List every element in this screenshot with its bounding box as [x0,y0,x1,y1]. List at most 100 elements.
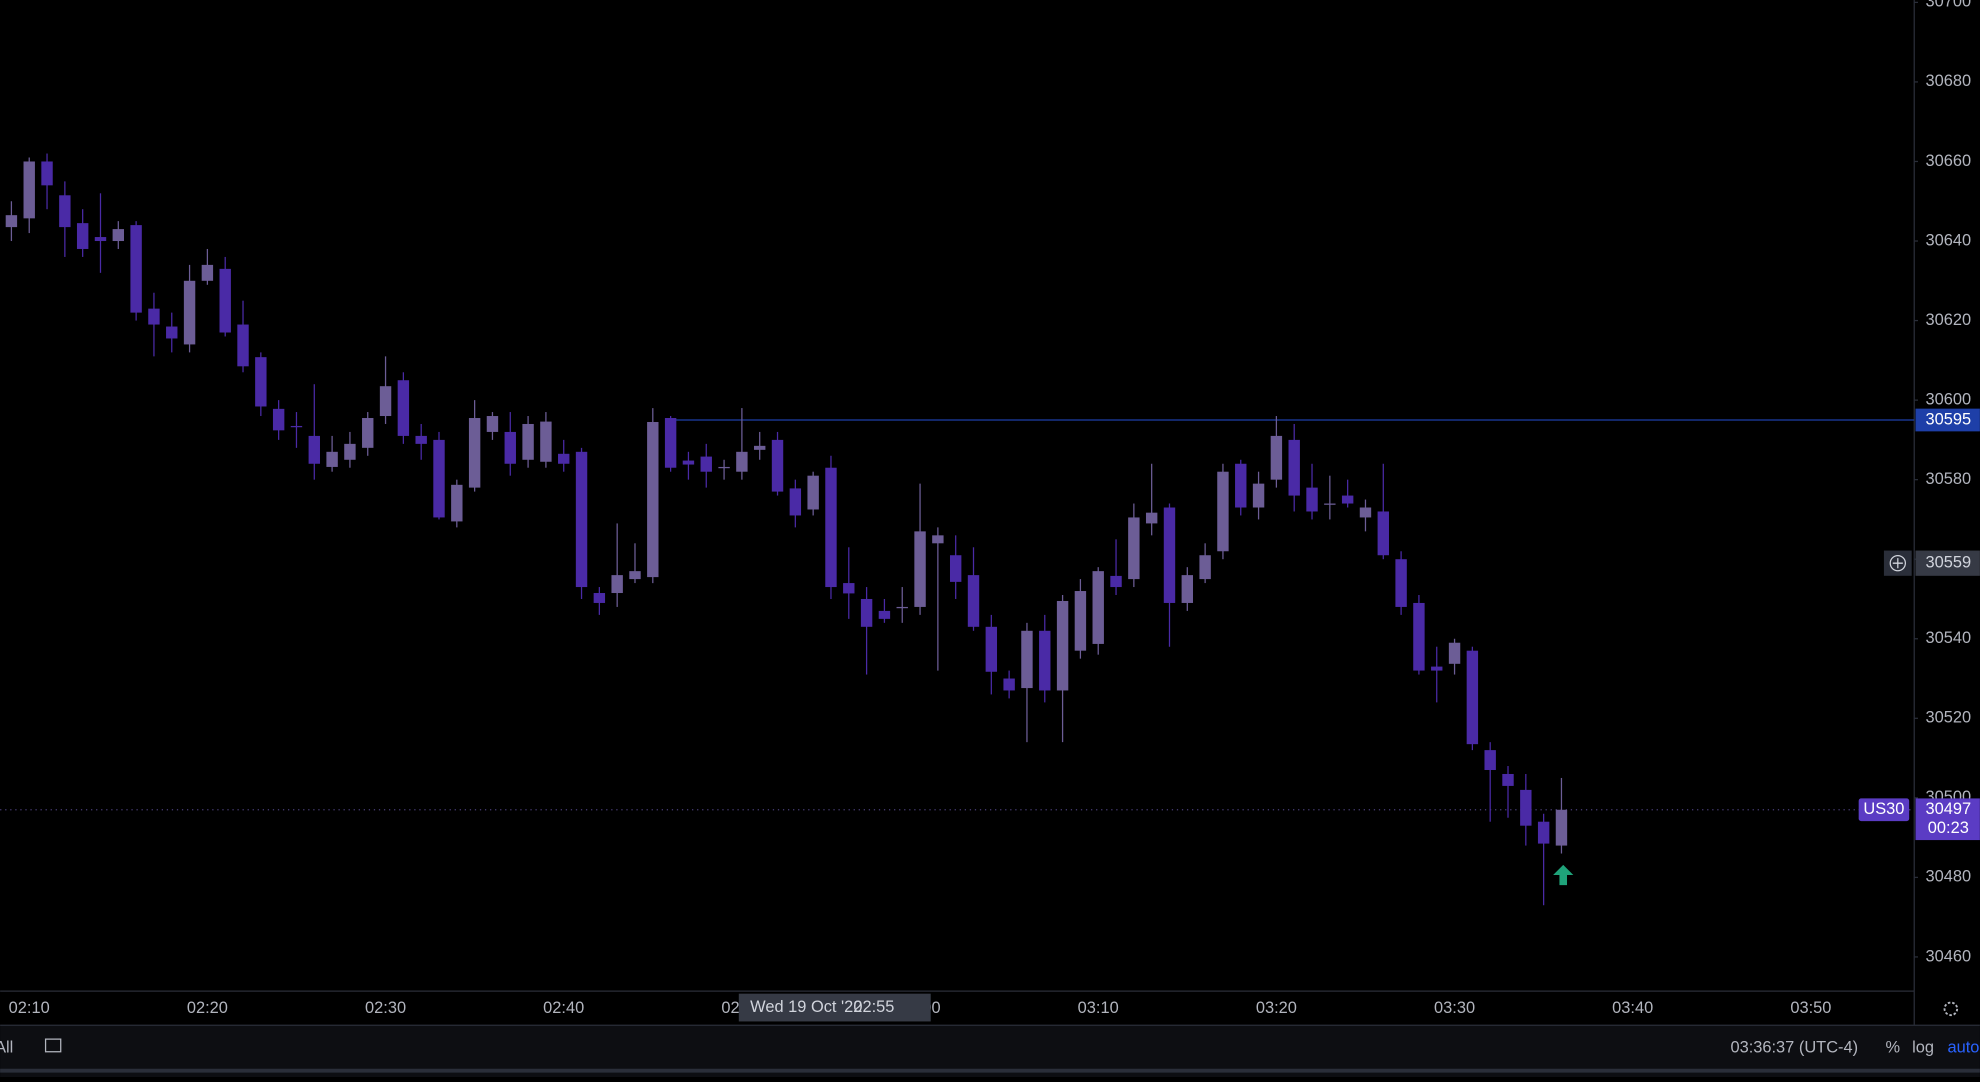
y-tick-label: 30700 [1926,0,1972,11]
candle-body [1431,666,1443,671]
candle-body [754,445,766,450]
candle-body [860,598,873,627]
candle-body [771,439,784,492]
last-price-label-bg [1915,798,1980,841]
x-tick-label: 03:50 [1790,999,1831,1017]
y-tick-label: 30660 [1926,152,1972,170]
candle-body [1074,591,1087,651]
settings-icon[interactable] [1943,1001,1959,1017]
candle-body [379,386,392,417]
crosshair-price-bg [1915,550,1980,576]
candle-body [41,161,53,186]
candle-body [736,451,748,472]
candle-body [878,610,891,619]
symbol-label: US30 [1863,800,1904,818]
candle-body [522,423,534,460]
candle-body [59,195,71,228]
candle-body [1448,642,1461,664]
candle-body [1181,575,1194,603]
x-tick-label: 03:30 [1434,999,1475,1017]
candle-body [718,466,730,469]
candle-body [1092,571,1104,644]
candle-body [148,308,160,325]
y-tick-label: 30600 [1926,390,1972,408]
candle-body [932,535,944,544]
candle-body [1306,487,1318,512]
candle-body [1003,678,1015,691]
x-tick-label: 02:20 [187,999,228,1017]
candle-body [468,418,481,488]
x-tick-label: 02:10 [9,999,50,1017]
candle-body [290,425,303,428]
candle-body [1377,511,1389,556]
candle-body [1128,517,1140,580]
y-tick-label: 30480 [1926,868,1972,886]
candle-body [1056,600,1069,691]
candle-body [540,421,552,462]
candle-body [219,268,231,333]
candle-body [664,418,677,468]
auto-toggle[interactable]: auto [1947,1038,1979,1056]
candle-body [433,439,445,518]
candle-body [949,555,962,582]
bottom-toolbar [0,1025,1980,1077]
overlay: All 03:36:37 (UTC-4) % log auto 30595 304… [0,408,1980,1056]
candle-body [967,575,980,627]
candle-body [326,451,338,467]
candle-body [5,215,18,228]
candle-body [1341,495,1354,504]
symbol-label-bg [1858,798,1910,822]
plot: 3046030480305003052030540305603058030600… [0,0,1971,1017]
candle-body [344,443,356,460]
candle-body [1110,575,1122,588]
crosshair-date-label: Wed 19 Oct '22 [750,998,862,1016]
candle-body [272,408,285,431]
candle-body [166,326,178,339]
x-tick-label: 02:40 [543,999,584,1017]
candle-body [1199,555,1211,580]
candle-body [1395,559,1407,607]
x-tick-label: 03:40 [1612,999,1653,1017]
candle-body [362,418,374,448]
log-toggle[interactable]: log [1912,1038,1934,1056]
y-tick-label: 30540 [1926,629,1972,647]
range-button[interactable]: All [0,1038,13,1056]
candle-body [23,161,35,219]
candle-body [112,229,125,242]
price-line-label: 30595 [1926,410,1972,428]
x-tick-label: 02:30 [365,999,406,1017]
candle-body [308,435,320,464]
percent-toggle[interactable]: % [1885,1038,1900,1056]
candle-body [896,606,908,609]
candle-body [397,380,410,436]
y-tick-label: 30680 [1926,72,1972,90]
date-range-icon[interactable] [44,1038,62,1053]
candle-body [629,571,641,580]
candle-body [914,531,926,607]
candle-body [255,357,267,407]
candle-body [1217,471,1229,552]
candle-body [1252,483,1265,508]
candle-body [1288,439,1300,496]
candle-body [415,435,427,444]
crosshair-time-bg [738,993,931,1022]
x-tick-label: 03:10 [1078,999,1119,1017]
candle-body [575,451,588,588]
crosshair-add-icon [1889,554,1907,572]
x-tick-label: 03:20 [1256,999,1297,1017]
candle-body [1502,773,1514,786]
candle-body [486,416,499,432]
candle-body [201,264,214,281]
candle-body [682,460,695,465]
crosshair-add-plus [1892,558,1903,569]
candle-body [94,237,107,242]
candle-body [985,626,998,672]
candle-body [700,456,712,472]
crosshair-time-label: 02:55 [853,998,894,1016]
candle-body [593,593,606,603]
candle-body [183,280,196,345]
candle-body [76,223,89,249]
y-tick-label: 30460 [1926,947,1972,965]
